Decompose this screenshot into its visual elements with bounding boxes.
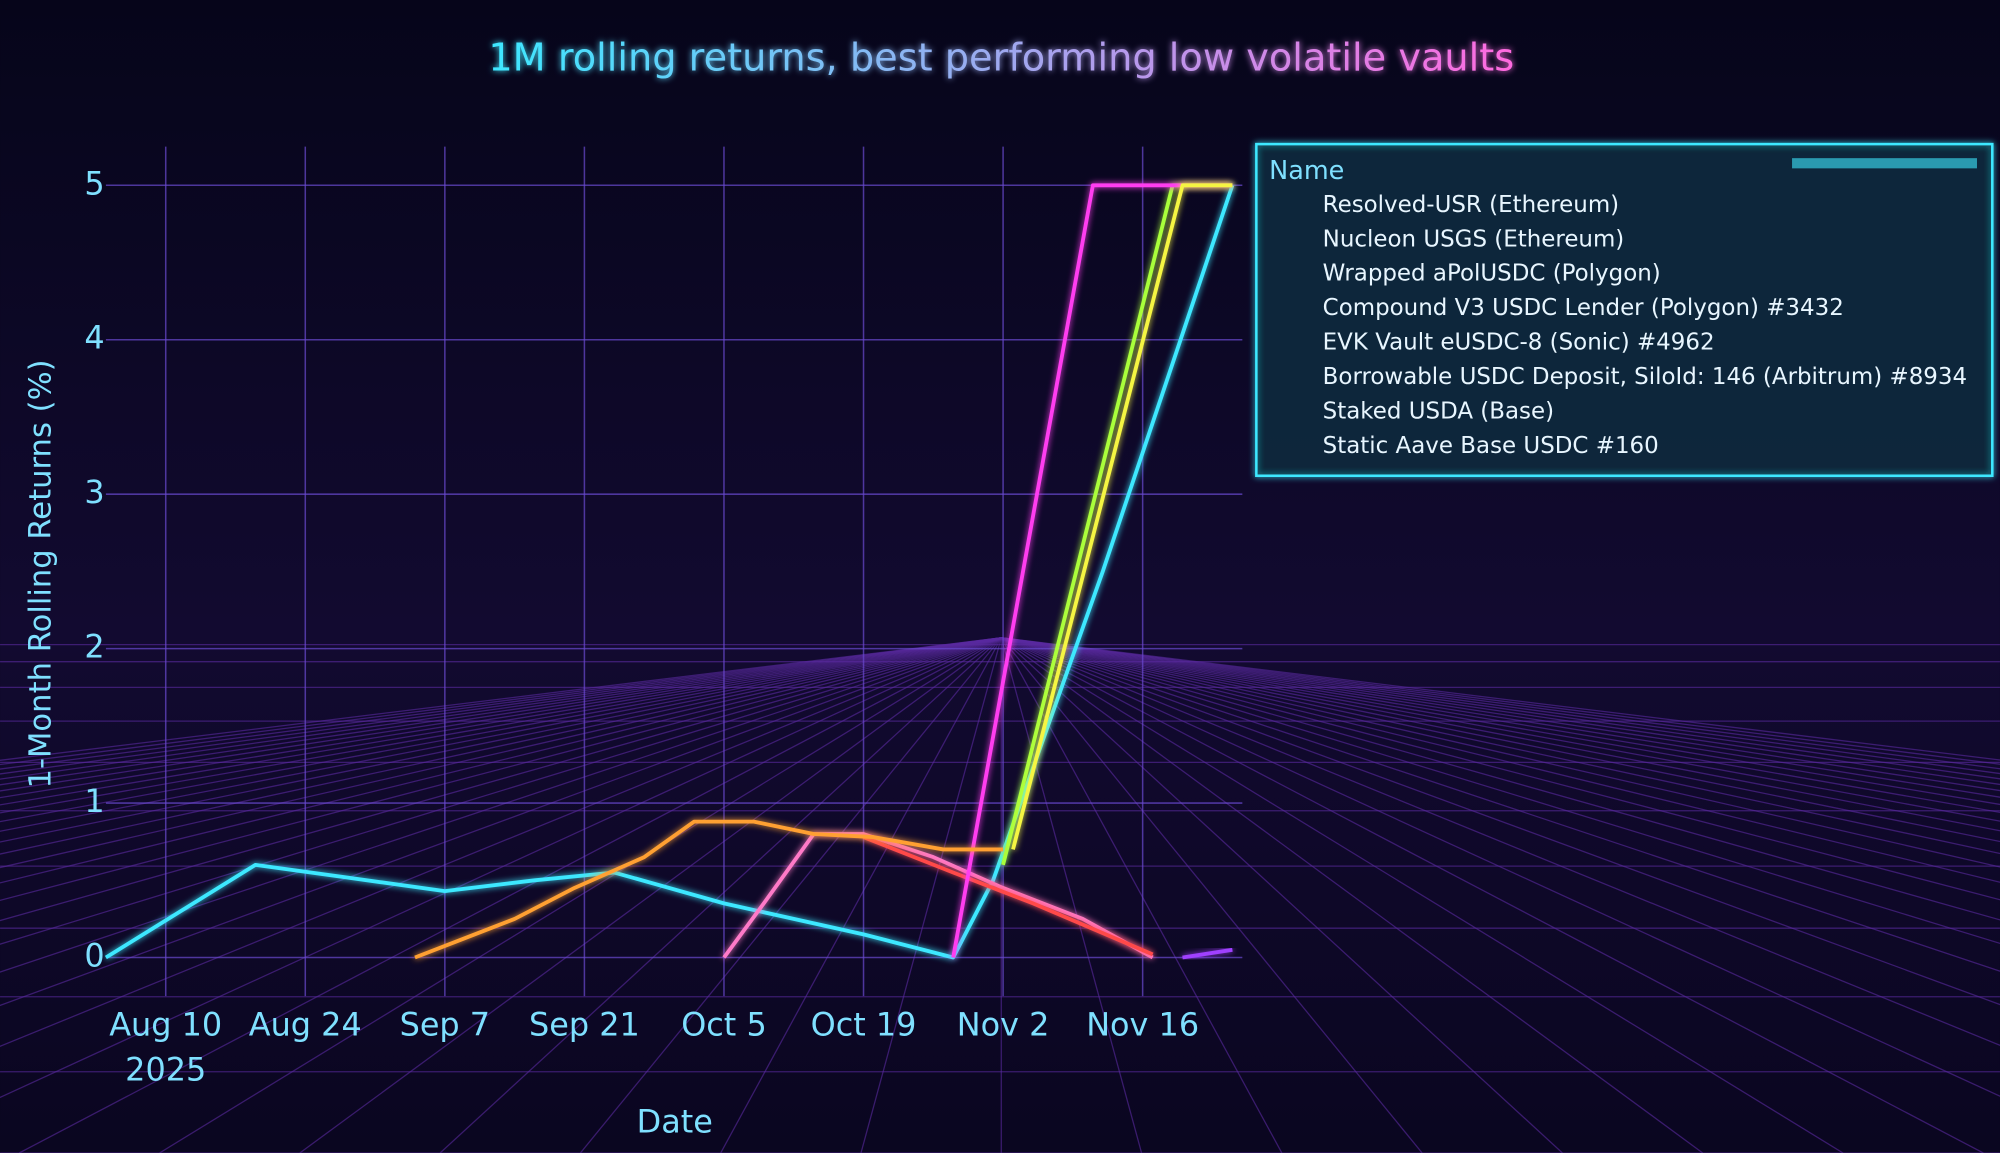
floor-line bbox=[1001, 637, 2000, 832]
floor-line bbox=[1001, 637, 2000, 855]
floor-line bbox=[1001, 637, 2000, 1097]
floor-line bbox=[1000, 637, 1704, 1153]
floor-line bbox=[0, 637, 1002, 922]
floor-line bbox=[1001, 637, 2000, 780]
floor-line bbox=[1001, 637, 2000, 921]
floor-line bbox=[0, 637, 1002, 843]
y-tick-label: 3 bbox=[84, 473, 104, 511]
floor-line bbox=[299, 637, 1002, 1153]
floor-line bbox=[0, 637, 1002, 799]
floor-line bbox=[1001, 637, 2000, 1046]
floor-line bbox=[1000, 637, 1143, 1153]
floor-line bbox=[1001, 637, 2000, 972]
legend-label: EVK Vault eUSDC-8 (Sonic) #4962 bbox=[1323, 330, 1715, 356]
ticks: 0 1 2 3 4 5 Aug 10 2025 Aug 24 Sep 7 Sep 21 Oct 5 Oc… bbox=[84, 164, 1199, 1088]
floor-line bbox=[0, 637, 1002, 855]
floor-line bbox=[1001, 637, 2000, 822]
y-tick-label: 2 bbox=[84, 628, 104, 666]
floor-line bbox=[1000, 637, 1423, 1153]
floor-line bbox=[579, 637, 1002, 1153]
floor-line bbox=[860, 637, 1002, 1153]
floor-line bbox=[1001, 637, 2000, 1006]
x-tick-label: Sep 21 bbox=[529, 1006, 640, 1044]
floor-line bbox=[18, 637, 1002, 1153]
y-tick-label: 0 bbox=[84, 937, 104, 975]
series-line bbox=[722, 832, 1154, 960]
x-tick-label: Nov 2 bbox=[957, 1006, 1050, 1044]
y-tick-label: 5 bbox=[84, 164, 104, 202]
floor-line bbox=[0, 637, 1002, 973]
legend-label: Wrapped aPolUSDC (Polygon) bbox=[1323, 261, 1661, 287]
y-tick-label: 1 bbox=[84, 782, 104, 820]
floor-line bbox=[1001, 637, 2000, 814]
legend-label: Resolved-USR (Ethereum) bbox=[1323, 192, 1619, 218]
legend: Name Resolved-USR (Ethereum) Nucleon USGS… bbox=[1255, 142, 1994, 478]
floor-line bbox=[0, 637, 1002, 770]
chart-title: 1M rolling returns, best performing low … bbox=[488, 35, 1514, 80]
floor-line bbox=[0, 637, 1002, 945]
legend-label: Compound V3 USDC Lender (Polygon) #3432 bbox=[1323, 295, 1844, 321]
legend-title: Name bbox=[1269, 156, 1344, 186]
floor-line bbox=[1001, 637, 2000, 792]
floor-line bbox=[0, 637, 1002, 792]
plot-lines bbox=[104, 183, 1235, 960]
legend-label: Staked USDA (Base) bbox=[1323, 398, 1554, 424]
floor-line bbox=[0, 637, 1002, 1007]
floor-line bbox=[1001, 637, 2000, 945]
floor-line bbox=[1001, 637, 2000, 761]
x-tick-label: Sep 7 bbox=[400, 1006, 491, 1044]
legend-label: Nucleon USGS (Ethereum) bbox=[1323, 226, 1625, 252]
floor-line bbox=[1000, 637, 1844, 1153]
legend-ornament bbox=[1792, 158, 1977, 169]
floor-line bbox=[1001, 637, 2000, 883]
grid bbox=[105, 146, 1243, 997]
floor-line bbox=[1001, 637, 2000, 901]
floor-line bbox=[0, 637, 1002, 761]
floor-line bbox=[0, 637, 1002, 832]
floor-line bbox=[439, 637, 1002, 1153]
x-axis-label: Date bbox=[637, 1103, 713, 1141]
floor-line bbox=[159, 637, 1002, 1153]
floor-line bbox=[0, 637, 1002, 814]
x-tick-label: Aug 24 bbox=[249, 1006, 362, 1044]
series-line bbox=[1011, 183, 1233, 850]
floor-line bbox=[0, 637, 1002, 786]
series-line bbox=[414, 819, 1004, 960]
floor-line bbox=[1001, 637, 2000, 806]
floor-line bbox=[0, 637, 1002, 902]
x-tick-label: Oct 5 bbox=[681, 1006, 767, 1044]
floor-line bbox=[1001, 637, 2000, 775]
floor-line bbox=[0, 637, 1002, 806]
floor-line bbox=[1000, 637, 1563, 1153]
floor-line bbox=[1001, 637, 2000, 868]
floor-line bbox=[1001, 637, 2000, 786]
y-tick-label: 4 bbox=[84, 319, 104, 357]
decoration bbox=[0, 637, 2000, 1153]
floor-line bbox=[0, 637, 1002, 1048]
series-line bbox=[1182, 947, 1233, 960]
floor-line bbox=[0, 637, 1002, 766]
x-tick-label: Nov 16 bbox=[1086, 1006, 1199, 1044]
series-line bbox=[862, 835, 1154, 957]
legend-label: Static Aave Base USDC #160 bbox=[1323, 433, 1659, 459]
x-tick-label: Aug 10 2025 bbox=[109, 1006, 222, 1089]
legend-label: Borrowable USDC Deposit, SiloId: 146 (Ar… bbox=[1323, 364, 1967, 390]
floor-line bbox=[0, 637, 1002, 869]
floor-line bbox=[1001, 637, 2000, 770]
floor-line bbox=[1001, 637, 2000, 843]
floor-line bbox=[0, 637, 1002, 823]
floor-line bbox=[1001, 637, 2000, 765]
floor-line bbox=[1001, 637, 2000, 798]
y-axis-label: 1-Month Rolling Returns (%) bbox=[24, 359, 59, 788]
floor-line bbox=[1000, 637, 1984, 1153]
floor-line bbox=[0, 637, 1002, 780]
x-tick-label: Oct 19 bbox=[811, 1006, 917, 1044]
floor-line bbox=[0, 637, 1002, 775]
floor-line bbox=[0, 637, 1002, 1099]
floor-line bbox=[720, 637, 1002, 1153]
legend-box bbox=[1255, 142, 1994, 478]
floor-line bbox=[0, 637, 1002, 884]
